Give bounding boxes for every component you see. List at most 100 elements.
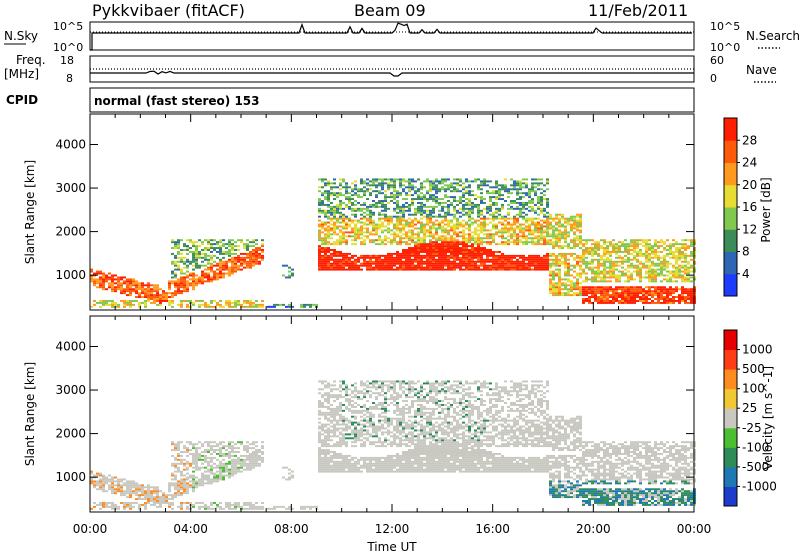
power-cell <box>336 196 339 199</box>
power-cell <box>687 278 690 281</box>
power-cell <box>633 270 636 273</box>
power-cell <box>630 245 633 248</box>
velocity-cell <box>231 441 234 444</box>
power-cell <box>204 301 207 304</box>
velocity-cell <box>171 462 174 465</box>
power-cell <box>222 252 225 255</box>
power-cell <box>201 260 204 263</box>
power-cell <box>255 262 258 265</box>
velocity-cell <box>207 462 210 465</box>
power-cell <box>501 252 504 255</box>
power-cell <box>216 262 219 265</box>
power-cell <box>360 256 363 259</box>
power-cell <box>216 278 219 281</box>
power-cell <box>567 247 570 250</box>
power-cell <box>405 194 408 197</box>
power-cell <box>333 217 336 220</box>
power-cell <box>138 301 141 304</box>
velocity-cell <box>189 443 192 446</box>
power-cell <box>540 231 543 234</box>
power-cell <box>621 262 624 265</box>
power-cell <box>471 209 474 212</box>
power-heatmap-cells <box>90 178 696 308</box>
power-cell <box>483 258 486 261</box>
power-cell <box>390 252 393 255</box>
power-cell <box>627 266 630 269</box>
power-cell <box>558 292 561 295</box>
velocity-cell <box>225 468 228 471</box>
power-cell <box>330 227 333 230</box>
power-cell <box>159 294 162 297</box>
power-cell <box>207 278 210 281</box>
power-cell <box>648 239 651 242</box>
velocity-cell <box>135 482 138 485</box>
power-cell <box>471 245 474 248</box>
power-cell <box>444 190 447 193</box>
power-cell <box>483 219 486 222</box>
velocity-cell <box>228 501 231 504</box>
power-cell <box>612 294 615 297</box>
power-cell <box>495 243 498 246</box>
power-cell <box>510 200 513 202</box>
power-cell <box>186 286 189 289</box>
power-cell <box>666 249 669 251</box>
power-cell <box>366 256 369 259</box>
power-cell <box>408 247 411 250</box>
velocity-cell <box>171 484 174 487</box>
power-cell <box>243 256 246 259</box>
power-cell <box>525 235 528 238</box>
velocity-cell <box>192 462 195 465</box>
power-cell <box>423 215 426 218</box>
power-cell <box>252 256 255 259</box>
power-cell <box>447 258 450 261</box>
power-cell <box>606 298 609 300</box>
power-cell <box>234 252 237 255</box>
velocity-cell <box>240 443 243 446</box>
power-cell <box>501 188 504 191</box>
power-cell <box>594 272 597 275</box>
power-cell <box>252 264 255 267</box>
power-cell <box>378 256 381 259</box>
velocity-cell <box>147 498 150 501</box>
velocity-cell <box>198 466 201 469</box>
power-cell <box>483 264 486 267</box>
power-cell <box>570 254 573 257</box>
power-cell <box>432 260 435 263</box>
power-cell <box>438 258 441 261</box>
power-cell <box>585 264 588 267</box>
power-cell <box>621 243 624 246</box>
power-cell <box>621 301 624 304</box>
power-cell <box>549 225 552 228</box>
power-cell <box>453 247 456 250</box>
power-cell <box>465 264 468 267</box>
velocity-cell <box>177 492 180 495</box>
power-cell <box>162 299 165 302</box>
velocity-cell <box>129 488 132 491</box>
velocity-cell <box>186 449 189 452</box>
power-cell <box>201 270 204 273</box>
velocity-cell <box>222 507 225 510</box>
power-cell <box>324 247 327 250</box>
power-cell <box>177 266 180 269</box>
power-cell <box>570 219 573 222</box>
power-cell <box>354 227 357 230</box>
power-cell <box>624 296 627 299</box>
power-cell <box>135 299 138 302</box>
power-cell <box>348 258 351 261</box>
power-cell <box>453 205 456 208</box>
power-cell <box>408 178 411 181</box>
power-cell <box>357 256 360 259</box>
velocity-cell <box>216 474 219 477</box>
power-cell <box>342 252 345 255</box>
power-cell <box>588 250 591 253</box>
power-cell <box>174 294 177 297</box>
power-cell <box>453 245 456 248</box>
power-cell <box>318 235 321 238</box>
power-cell <box>594 278 597 281</box>
velocity-cell <box>120 501 123 504</box>
power-cell <box>654 290 657 293</box>
power-cell <box>369 254 372 257</box>
power-cell <box>507 207 510 210</box>
power-cell <box>366 205 369 208</box>
power-cell <box>672 243 675 246</box>
